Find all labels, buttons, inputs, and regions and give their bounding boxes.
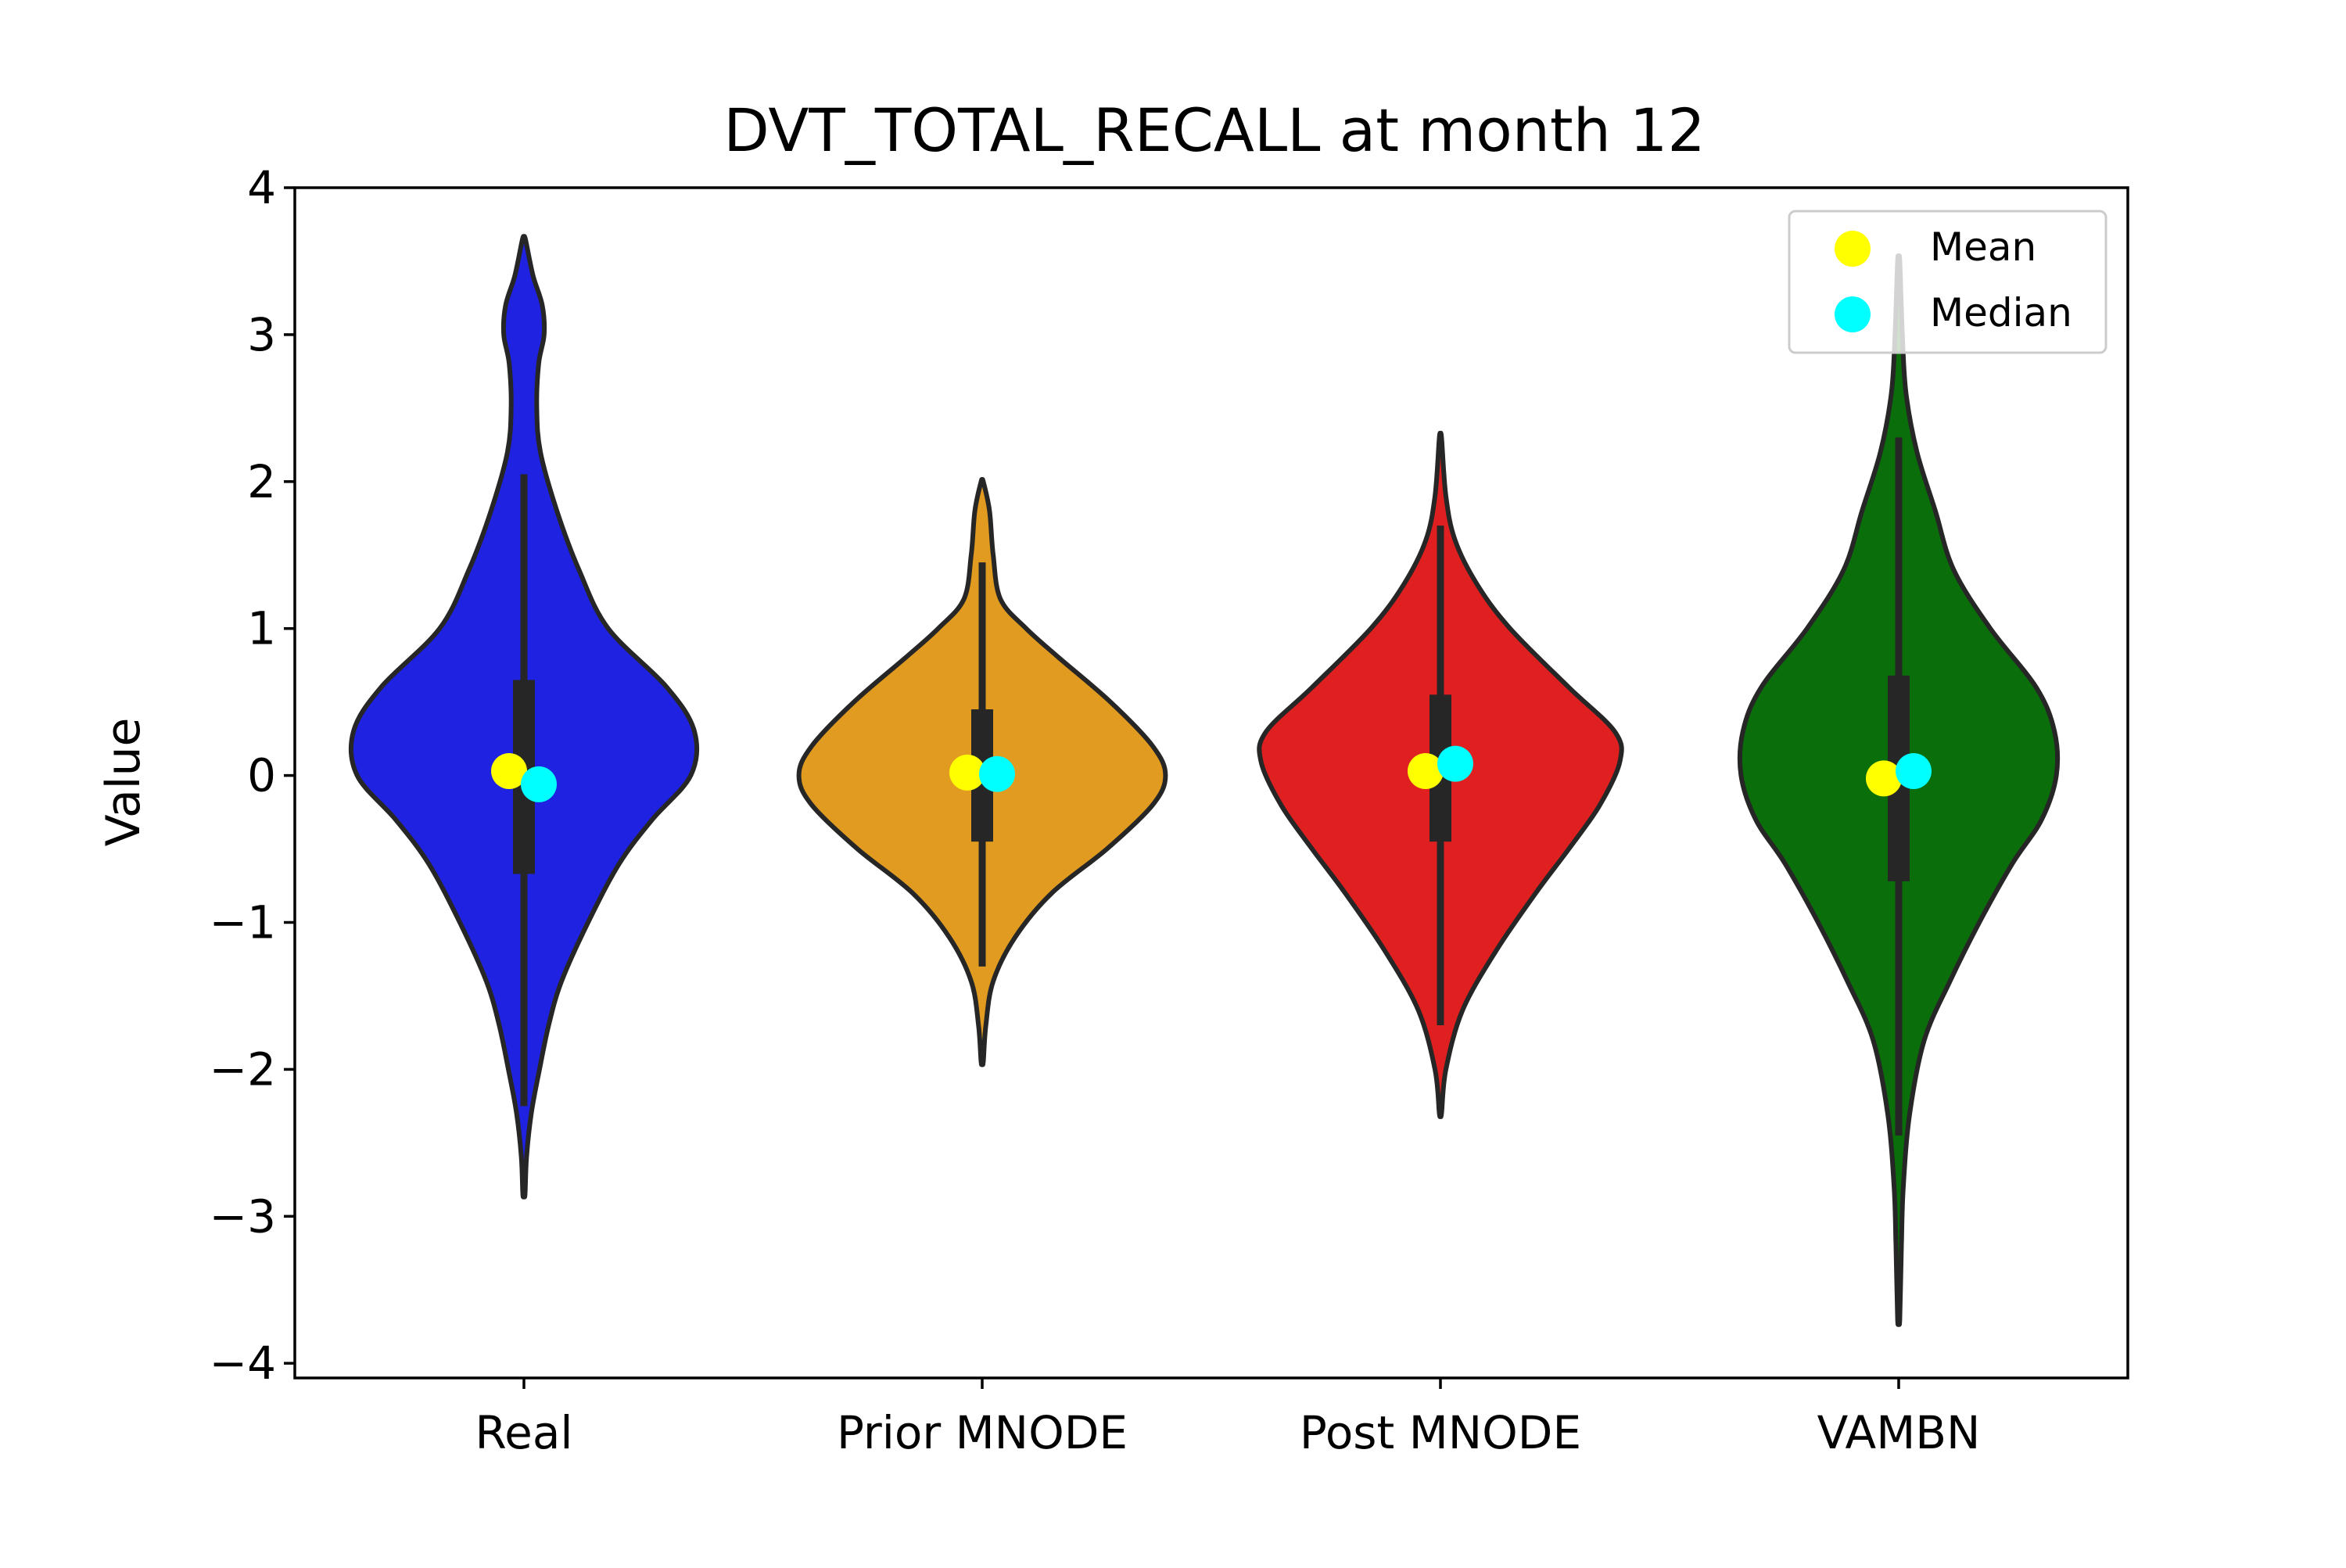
mean-marker <box>1866 760 1902 797</box>
y-axis-label: Value <box>96 718 151 847</box>
plot-frame <box>293 186 2129 1380</box>
legend: Mean Median <box>1788 210 2107 354</box>
x-tick-label: Prior MNODE <box>837 1406 1128 1459</box>
legend-mean-label: Mean <box>1930 224 2036 270</box>
mean-marker <box>949 754 985 791</box>
y-tick-label: 2 <box>247 455 276 508</box>
legend-mean-marker <box>1835 231 1871 267</box>
y-tick-label: 1 <box>247 602 276 655</box>
y-tick-label: −4 <box>210 1337 277 1390</box>
y-tick-label: −3 <box>210 1189 277 1243</box>
y-tick-label: −2 <box>210 1042 277 1096</box>
y-tick-label: 3 <box>247 308 276 361</box>
y-tick-label: 4 <box>247 161 276 214</box>
median-marker <box>1896 752 1932 789</box>
mean-marker <box>491 752 527 789</box>
plot-area <box>348 234 2061 1327</box>
x-tick-label: Real <box>475 1406 572 1459</box>
y-tick-label: −1 <box>210 896 277 949</box>
x-tick-label: VAMBN <box>1817 1406 1981 1459</box>
legend-median-label: Median <box>1930 290 2072 335</box>
median-marker <box>979 755 1015 792</box>
chart-title: DVT_TOTAL_RECALL at month 12 <box>723 95 1705 165</box>
median-marker <box>1437 745 1473 782</box>
y-tick-label: 0 <box>247 749 276 802</box>
median-marker <box>521 766 557 802</box>
x-tick-label: Post MNODE <box>1300 1406 1581 1459</box>
legend-median-marker <box>1835 296 1871 332</box>
mean-marker <box>1408 752 1444 789</box>
